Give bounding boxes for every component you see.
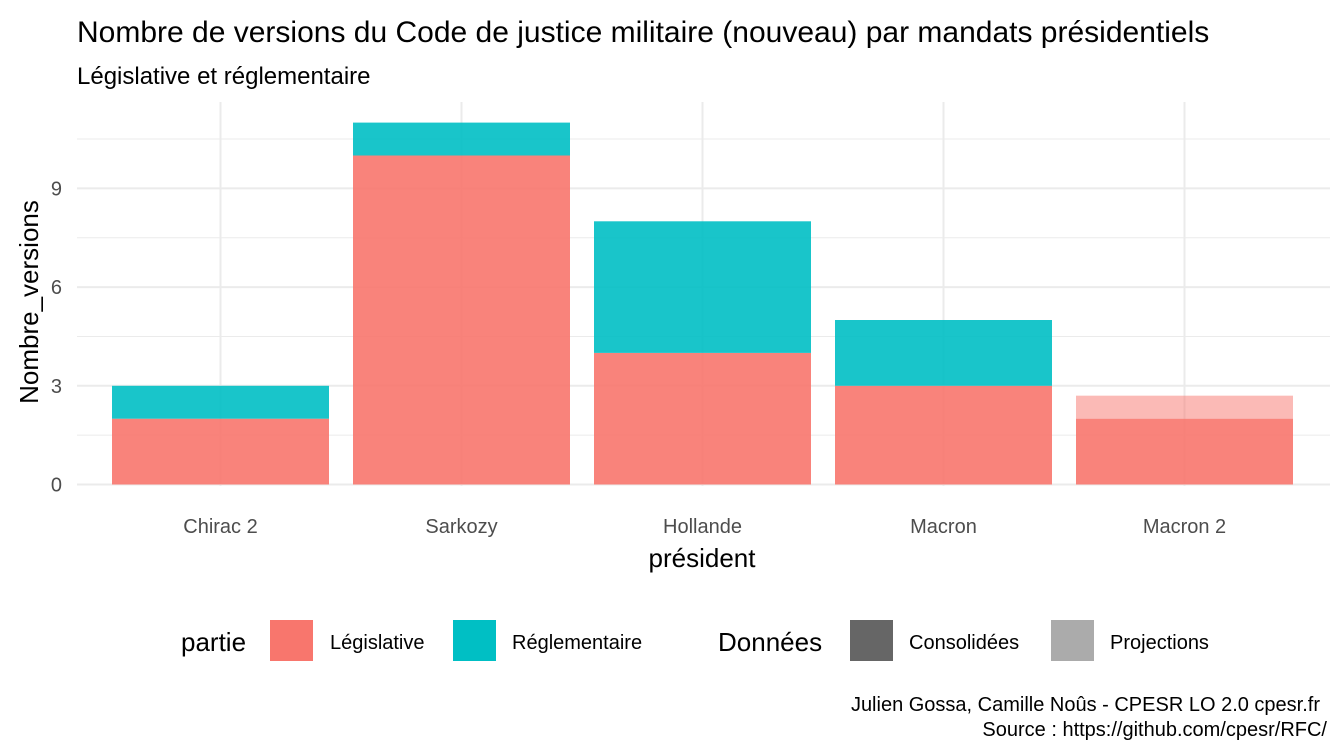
legend-swatch-reglementaire — [453, 620, 496, 661]
bar-legislative-1 — [353, 155, 570, 485]
x-tick-label-0: Chirac 2 — [183, 516, 257, 538]
legend-swatch-consolidees — [850, 620, 893, 661]
bar-legislative-3 — [835, 385, 1052, 485]
legend-swatch-legislative — [270, 620, 313, 661]
legend-title-partie: partie — [181, 627, 246, 657]
legend-swatch-projections — [1051, 620, 1094, 661]
x-tick-label-1: Sarkozy — [425, 516, 497, 538]
y-axis-title: Nombre_versions — [14, 200, 44, 404]
bar-reglementaire-1 — [353, 122, 570, 156]
bar-reglementaire-3 — [835, 320, 1052, 386]
y-tick-label-2: 6 — [51, 277, 62, 299]
caption-source: Source : https://github.com/cpesr/RFC/ — [982, 719, 1327, 741]
bar-legislative-4 — [1076, 418, 1293, 485]
x-axis-ticks: Chirac 2 Sarkozy Hollande Macron Macron 2 — [183, 516, 1226, 538]
y-tick-label-1: 3 — [51, 376, 62, 398]
bars — [112, 122, 1293, 485]
bar-reglementaire-2 — [594, 221, 811, 353]
caption-credits: Julien Gossa, Camille Noûs - CPESR LO 2.… — [851, 694, 1320, 716]
legend: partie Législative Réglementaire Données… — [181, 620, 1209, 661]
x-axis-title: président — [649, 543, 757, 573]
legend-label-projections: Projections — [1110, 632, 1209, 654]
legend-label-consolidees: Consolidées — [909, 632, 1019, 654]
chart-subtitle: Législative et réglementaire — [77, 63, 371, 90]
y-axis-ticks: 0 3 6 9 — [51, 178, 62, 496]
y-tick-label-3: 9 — [51, 178, 62, 200]
chart-title: Nombre de versions du Code de justice mi… — [77, 16, 1209, 49]
bar-legislative-2 — [594, 352, 811, 485]
bar-legislative-0 — [112, 418, 329, 485]
x-tick-label-2: Hollande — [663, 516, 742, 538]
bar-reglementaire-0 — [112, 385, 329, 419]
legend-title-donnees: Données — [718, 627, 822, 657]
bar-projection-4 — [1076, 395, 1293, 419]
y-tick-label-0: 0 — [51, 475, 62, 497]
x-tick-label-3: Macron — [910, 516, 977, 538]
legend-label-legislative: Législative — [330, 632, 425, 654]
legend-label-reglementaire: Réglementaire — [512, 632, 642, 654]
x-tick-label-4: Macron 2 — [1143, 516, 1226, 538]
